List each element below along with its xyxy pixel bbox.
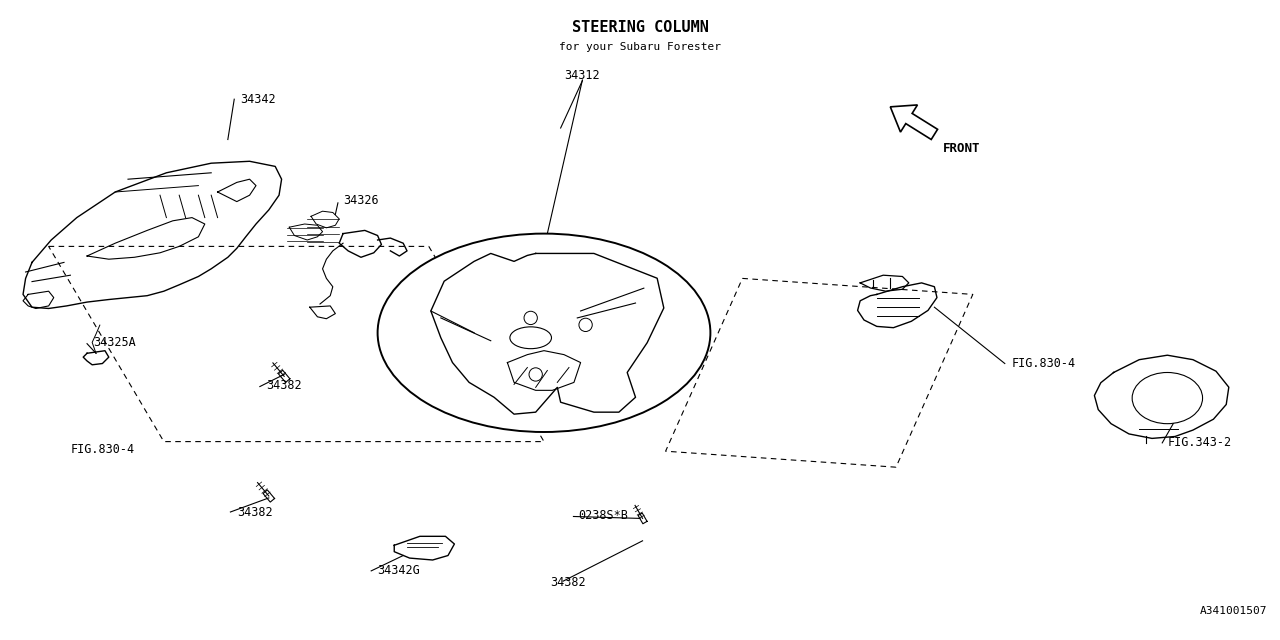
Ellipse shape [509,327,552,349]
Text: 34326: 34326 [343,195,379,207]
Text: 34382: 34382 [266,379,302,392]
Text: STEERING COLUMN: STEERING COLUMN [572,20,708,35]
Polygon shape [891,105,937,140]
Circle shape [524,311,538,324]
Ellipse shape [378,234,710,432]
Text: 34342: 34342 [241,93,276,106]
Text: 34382: 34382 [550,576,586,589]
Circle shape [529,368,543,381]
Text: for your Subaru Forester: for your Subaru Forester [559,42,721,52]
Text: FIG.343-2: FIG.343-2 [1167,436,1231,449]
Text: 0238S*B: 0238S*B [579,509,628,522]
Ellipse shape [1133,372,1203,424]
Text: A341001507: A341001507 [1199,606,1267,616]
Circle shape [579,318,593,332]
Text: FIG.830-4: FIG.830-4 [1011,357,1075,370]
Text: 34342G: 34342G [378,564,420,577]
Text: 34312: 34312 [564,69,600,82]
Text: 34382: 34382 [237,506,273,518]
Text: FIG.830-4: FIG.830-4 [70,443,134,456]
Text: FRONT: FRONT [942,142,980,156]
Text: 34325A: 34325A [93,336,136,349]
